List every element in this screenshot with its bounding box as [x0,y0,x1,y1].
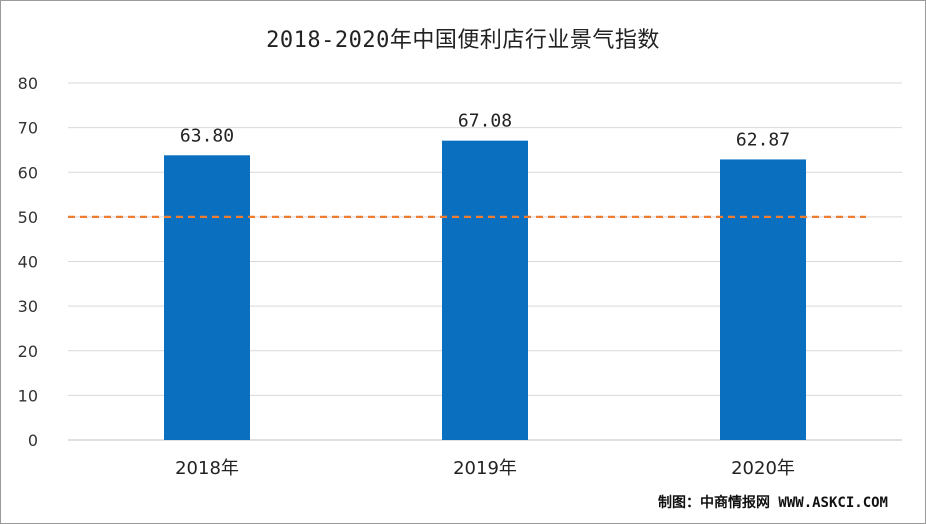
y-tick-label: 20 [18,342,38,361]
y-tick-label: 70 [18,119,38,138]
bar [442,140,528,440]
bars: 63.80 67.08 62.87 [164,111,806,441]
y-tick-label: 10 [18,386,38,405]
y-tick-label: 0 [28,431,38,450]
chart-title: 2018-2020年中国便利店行业景气指数 [266,28,660,53]
y-tick-label: 50 [18,208,38,227]
x-tick-label: 2018年 [175,458,239,479]
source-credit: 制图：中商情报网 WWW.ASKCI.COM [657,495,888,511]
bar [720,159,806,440]
y-tick-label: 30 [18,297,38,316]
x-tick-label: 2020年 [731,458,795,479]
x-axis: 2018年 2019年 2020年 [175,458,795,479]
y-axis: 0 10 20 30 40 50 60 70 80 [18,74,38,450]
bar [164,155,250,441]
data-label: 63.80 [180,125,234,146]
data-label: 67.08 [458,111,512,132]
y-tick-label: 80 [18,74,38,93]
y-tick-label: 60 [18,163,38,182]
data-label: 62.87 [736,129,790,150]
x-tick-label: 2019年 [453,458,517,479]
y-tick-label: 40 [18,253,38,272]
